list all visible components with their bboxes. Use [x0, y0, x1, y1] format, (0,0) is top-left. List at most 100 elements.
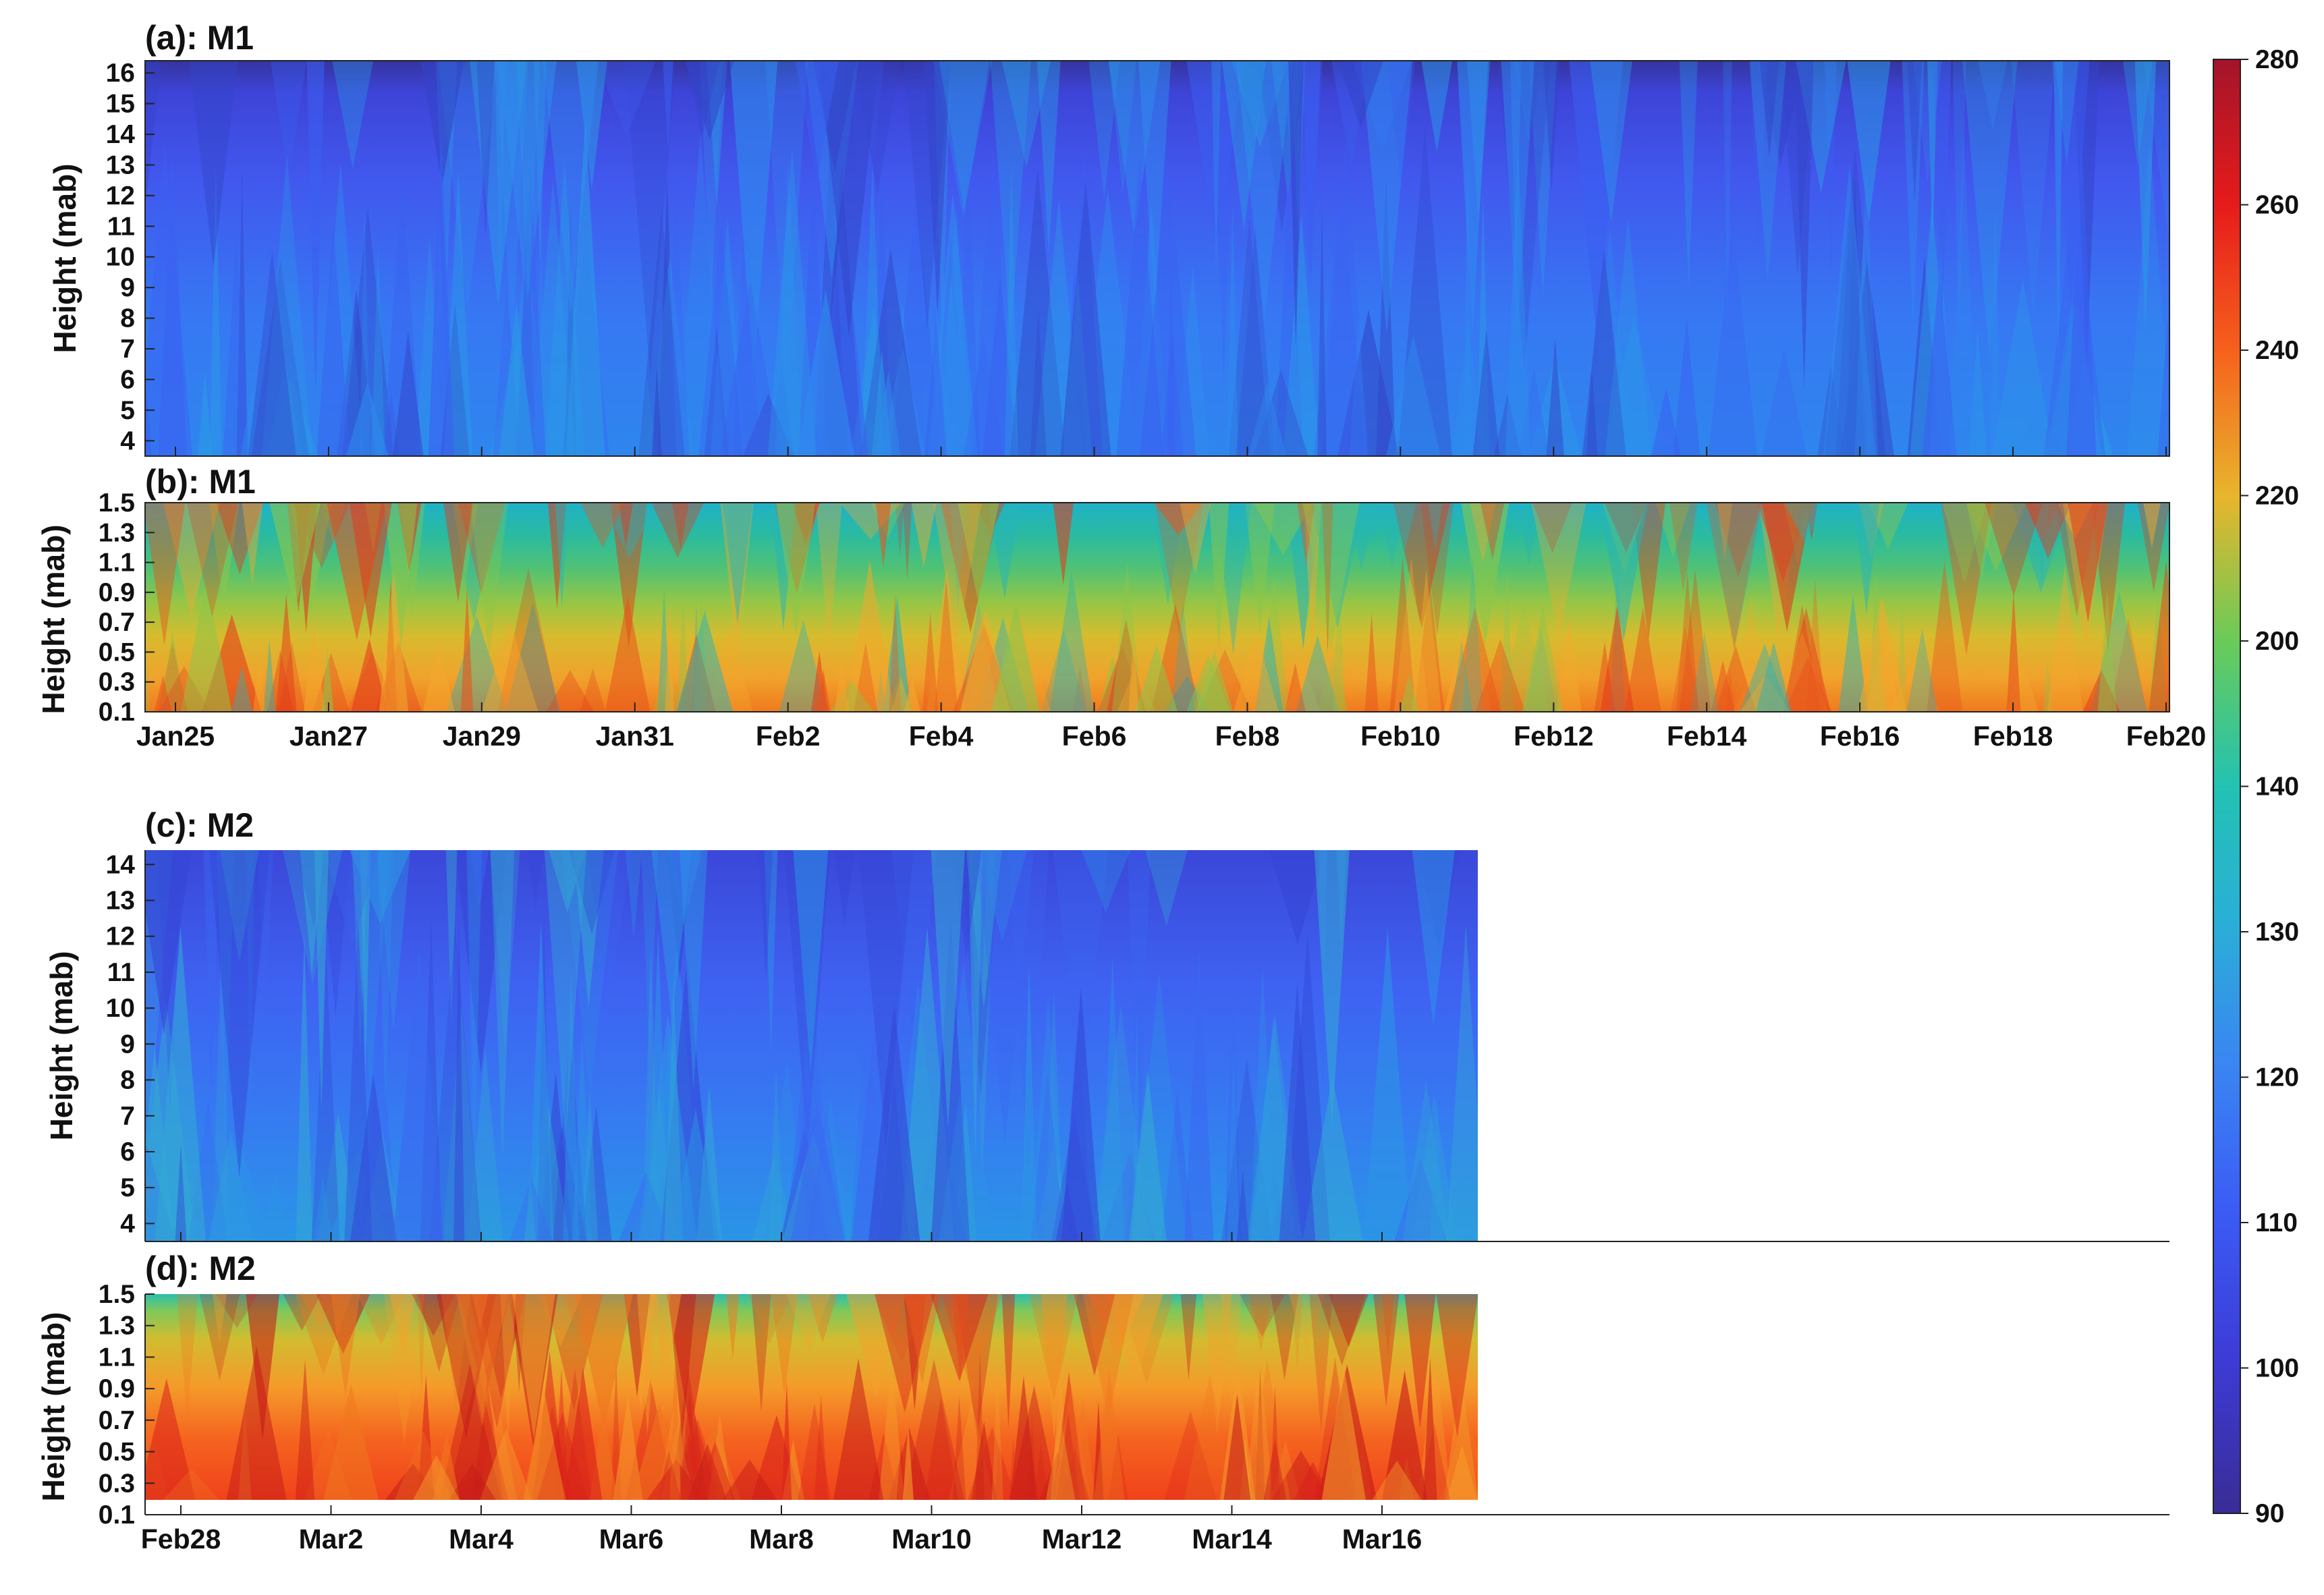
heatmap-streak	[1180, 503, 1211, 575]
heatmap-streak	[663, 61, 673, 150]
heatmap-streak	[652, 365, 662, 456]
heatmap-streak	[1228, 217, 1271, 456]
heatmap-streak	[775, 157, 802, 456]
colorbar-gradient	[2213, 59, 2241, 1514]
heatmap-streak	[815, 503, 842, 648]
heatmap-streak	[1364, 613, 1379, 712]
heatmap-streak	[1302, 61, 1321, 283]
heatmap-streak	[1237, 61, 1268, 149]
heatmap-streak	[675, 132, 725, 456]
heatmap-streak	[1676, 571, 1699, 712]
heatmap-streak	[879, 1360, 905, 1500]
heatmap-streak	[858, 850, 914, 1150]
heatmap-streak	[528, 920, 554, 1241]
heatmap-streak	[1186, 61, 1246, 248]
heatmap-streak	[1029, 1294, 1079, 1401]
heatmap-streak	[1400, 673, 1419, 712]
heatmap-streak	[1966, 503, 1997, 579]
heatmap-streak	[1756, 642, 1792, 712]
heatmap-streak	[1254, 616, 1283, 712]
heatmap-streak	[814, 1394, 828, 1500]
xtick-label: Mar16	[1342, 1523, 1422, 1555]
heatmap-streak	[209, 1136, 269, 1241]
heatmap-streak	[1708, 221, 1757, 456]
heatmap-streak	[1428, 503, 1443, 552]
heatmap-streak	[489, 850, 520, 1053]
heatmap-streak	[891, 850, 937, 1057]
heatmap-streak	[1451, 640, 1472, 712]
heatmap-streak	[781, 1380, 792, 1500]
heatmap-streak	[991, 1367, 1003, 1500]
heatmap-streak	[720, 503, 754, 656]
heatmap-streak	[1761, 503, 1813, 632]
heatmap-streak	[1001, 61, 1051, 168]
heatmap-streak	[1624, 607, 1661, 712]
heatmap-streak	[1462, 555, 1484, 712]
heatmap-streak	[769, 362, 795, 456]
heatmap-streak	[1733, 592, 1769, 712]
heatmap-streak	[1060, 180, 1111, 456]
heatmap-streak	[934, 234, 968, 456]
ytick-label: 13	[106, 150, 135, 179]
heatmap-streak	[1076, 188, 1139, 456]
heatmap-streak	[1404, 1294, 1436, 1430]
heatmap-streak	[1690, 632, 1719, 712]
heatmap-streak	[563, 1294, 603, 1351]
heatmap-streak	[553, 1030, 587, 1241]
heatmap-streak	[1093, 1401, 1104, 1500]
heatmap-streak	[708, 1414, 732, 1500]
ytick-label: 11	[107, 212, 135, 241]
ytick-label: 0.9	[99, 1374, 135, 1403]
ytick-label: 0.1	[99, 698, 135, 727]
heatmap-streak	[294, 1294, 352, 1375]
heatmap-streak	[934, 579, 958, 712]
heatmap-streak	[1030, 308, 1047, 456]
heatmap-streak	[665, 601, 674, 712]
heatmap-streak	[1759, 61, 1779, 158]
heatmap-streak	[1472, 329, 1500, 456]
heatmap-streak	[896, 1443, 906, 1500]
heatmap-streak	[563, 966, 580, 1241]
heatmap-streak	[480, 1428, 532, 1500]
heatmap-streak	[351, 638, 388, 712]
heatmap-streak	[966, 850, 1002, 1009]
heatmap-streak	[875, 371, 901, 456]
colorbar-tick-label: 120	[2255, 1063, 2299, 1092]
heatmap-streak	[963, 336, 1004, 456]
heatmap-streak	[2011, 61, 2056, 318]
heatmap-streak	[1750, 61, 1767, 251]
heatmap-streak	[1717, 503, 1733, 561]
heatmap-streak	[1248, 381, 1287, 456]
heatmap-streak	[2053, 61, 2064, 368]
ytick-label: 1.5	[99, 488, 135, 517]
heatmap-streak	[1008, 1438, 1018, 1500]
colorbar: 280 260 240 220 200 140 130 120 110 100 90	[2213, 45, 2299, 1528]
heatmap-streak	[1933, 61, 1952, 323]
panel-b-title: (b): M1	[145, 463, 256, 501]
heatmap-streak	[547, 503, 567, 610]
heatmap-streak	[922, 612, 939, 712]
heatmap-streak	[417, 1294, 426, 1398]
heatmap-streak	[698, 222, 744, 456]
heatmap-streak	[1155, 503, 1204, 635]
heatmap-streak	[417, 1294, 461, 1372]
heatmap-streak	[1231, 61, 1290, 148]
heatmap-streak	[719, 281, 781, 456]
heatmap-streak	[209, 850, 270, 1178]
heatmap-streak	[1286, 503, 1321, 650]
heatmap-streak	[1161, 1087, 1194, 1241]
heatmap-streak	[1275, 158, 1304, 456]
heatmap-streak	[2097, 588, 2117, 712]
ytick-label: 13	[106, 886, 135, 915]
heatmap-streak	[448, 1463, 497, 1500]
heatmap-streak	[1389, 557, 1416, 712]
heatmap-streak	[512, 1294, 555, 1439]
heatmap-streak	[975, 1349, 985, 1500]
heatmap-streak	[641, 850, 658, 1065]
heatmap-streak	[1582, 248, 1626, 456]
heatmap-streak	[597, 61, 656, 138]
heatmap-streak	[1783, 503, 1827, 543]
heatmap-streak	[722, 503, 753, 624]
colorbar-tick-label: 110	[2255, 1208, 2298, 1237]
heatmap-streak	[516, 61, 541, 302]
